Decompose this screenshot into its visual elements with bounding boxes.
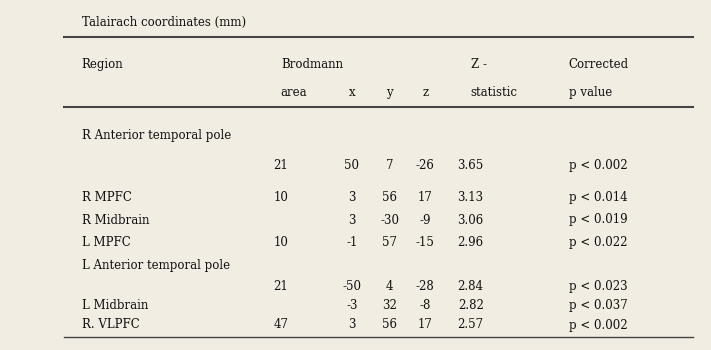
Text: Region: Region xyxy=(82,58,124,71)
Text: 2.82: 2.82 xyxy=(458,299,483,312)
Text: 17: 17 xyxy=(418,318,432,331)
Text: p < 0.022: p < 0.022 xyxy=(569,236,627,249)
Text: z: z xyxy=(422,86,428,99)
Text: 2.84: 2.84 xyxy=(458,280,483,293)
Text: p < 0.023: p < 0.023 xyxy=(569,280,627,293)
Text: 21: 21 xyxy=(274,280,288,293)
Text: 47: 47 xyxy=(273,318,289,331)
Text: R MPFC: R MPFC xyxy=(82,191,132,204)
Text: y: y xyxy=(386,86,393,99)
Text: p < 0.019: p < 0.019 xyxy=(569,214,627,226)
Text: 3: 3 xyxy=(348,191,356,204)
Text: R. VLPFC: R. VLPFC xyxy=(82,318,139,331)
Text: 3.06: 3.06 xyxy=(458,214,483,226)
Text: 57: 57 xyxy=(382,236,397,249)
Text: -8: -8 xyxy=(419,299,431,312)
Text: 3.13: 3.13 xyxy=(458,191,483,204)
Text: Brodmann: Brodmann xyxy=(281,58,343,71)
Text: 56: 56 xyxy=(382,318,397,331)
Text: R Anterior temporal pole: R Anterior temporal pole xyxy=(82,130,231,142)
Text: 2.57: 2.57 xyxy=(458,318,483,331)
Text: Corrected: Corrected xyxy=(569,58,629,71)
Text: 3: 3 xyxy=(348,214,356,226)
Text: statistic: statistic xyxy=(471,86,518,99)
Text: 17: 17 xyxy=(418,191,432,204)
Text: -1: -1 xyxy=(346,236,358,249)
Text: p < 0.002: p < 0.002 xyxy=(569,159,627,172)
Text: 56: 56 xyxy=(382,191,397,204)
Text: -26: -26 xyxy=(416,159,434,172)
Text: Z -: Z - xyxy=(471,58,487,71)
Text: -50: -50 xyxy=(343,280,361,293)
Text: Talairach coordinates (mm): Talairach coordinates (mm) xyxy=(82,16,246,29)
Text: L Anterior temporal pole: L Anterior temporal pole xyxy=(82,259,230,272)
Text: R Midbrain: R Midbrain xyxy=(82,214,149,226)
Text: 21: 21 xyxy=(274,159,288,172)
Text: x: x xyxy=(348,86,356,99)
Text: area: area xyxy=(281,86,307,99)
Text: -3: -3 xyxy=(346,299,358,312)
Text: 32: 32 xyxy=(383,299,397,312)
Text: -30: -30 xyxy=(380,214,399,226)
Text: 2.96: 2.96 xyxy=(458,236,483,249)
Text: 50: 50 xyxy=(344,159,360,172)
Text: p < 0.037: p < 0.037 xyxy=(569,299,628,312)
Text: L MPFC: L MPFC xyxy=(82,236,131,249)
Text: -9: -9 xyxy=(419,214,431,226)
Text: p value: p value xyxy=(569,86,612,99)
Text: 4: 4 xyxy=(386,280,393,293)
Text: -15: -15 xyxy=(416,236,434,249)
Text: 10: 10 xyxy=(274,236,288,249)
Text: L Midbrain: L Midbrain xyxy=(82,299,148,312)
Text: 3.65: 3.65 xyxy=(458,159,483,172)
Text: 7: 7 xyxy=(386,159,393,172)
Text: 3: 3 xyxy=(348,318,356,331)
Text: 10: 10 xyxy=(274,191,288,204)
Text: -28: -28 xyxy=(416,280,434,293)
Text: p < 0.002: p < 0.002 xyxy=(569,318,627,331)
Text: p < 0.014: p < 0.014 xyxy=(569,191,627,204)
